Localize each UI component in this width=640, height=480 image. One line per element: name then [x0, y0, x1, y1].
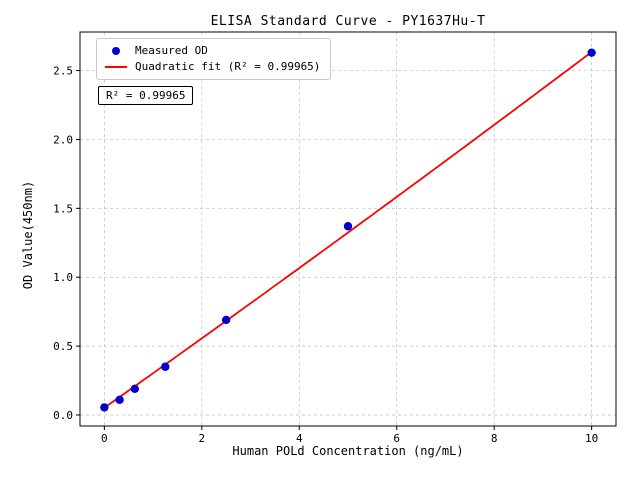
svg-text:1.5: 1.5: [53, 202, 73, 215]
legend-entry-quadratic-fit: Quadratic fit (R² = 0.99965): [105, 59, 320, 75]
chart-title: ELISA Standard Curve - PY1637Hu-T: [210, 14, 486, 29]
svg-text:2.5: 2.5: [53, 65, 73, 78]
svg-text:0.0: 0.0: [53, 409, 73, 422]
x-axis-label: Human POLd Concentration (ng/mL): [232, 444, 464, 458]
svg-text:4: 4: [296, 432, 303, 445]
svg-text:8: 8: [491, 432, 498, 445]
y-axis-label: OD Value(450nm): [21, 180, 35, 290]
red-line-icon: [105, 66, 127, 68]
svg-text:0: 0: [101, 432, 108, 445]
svg-text:2.0: 2.0: [53, 133, 73, 146]
r-squared-annotation: R² = 0.99965: [98, 86, 194, 105]
svg-text:1.0: 1.0: [53, 271, 73, 284]
legend-dot-marker: [105, 47, 127, 55]
legend-line-marker: [105, 66, 127, 68]
legend-entry-measured-od: Measured OD: [105, 43, 320, 59]
legend-label-measured-od: Measured OD: [135, 44, 208, 57]
legend-label-quadratic-fit: Quadratic fit (R² = 0.99965): [135, 60, 321, 73]
blue-dot-icon: [112, 47, 120, 55]
svg-text:10: 10: [585, 432, 598, 445]
svg-text:6: 6: [393, 432, 400, 445]
legend: Measured OD Quadratic fit (R² = 0.99965): [96, 38, 332, 80]
svg-text:2: 2: [199, 432, 206, 445]
svg-text:0.5: 0.5: [53, 340, 73, 353]
